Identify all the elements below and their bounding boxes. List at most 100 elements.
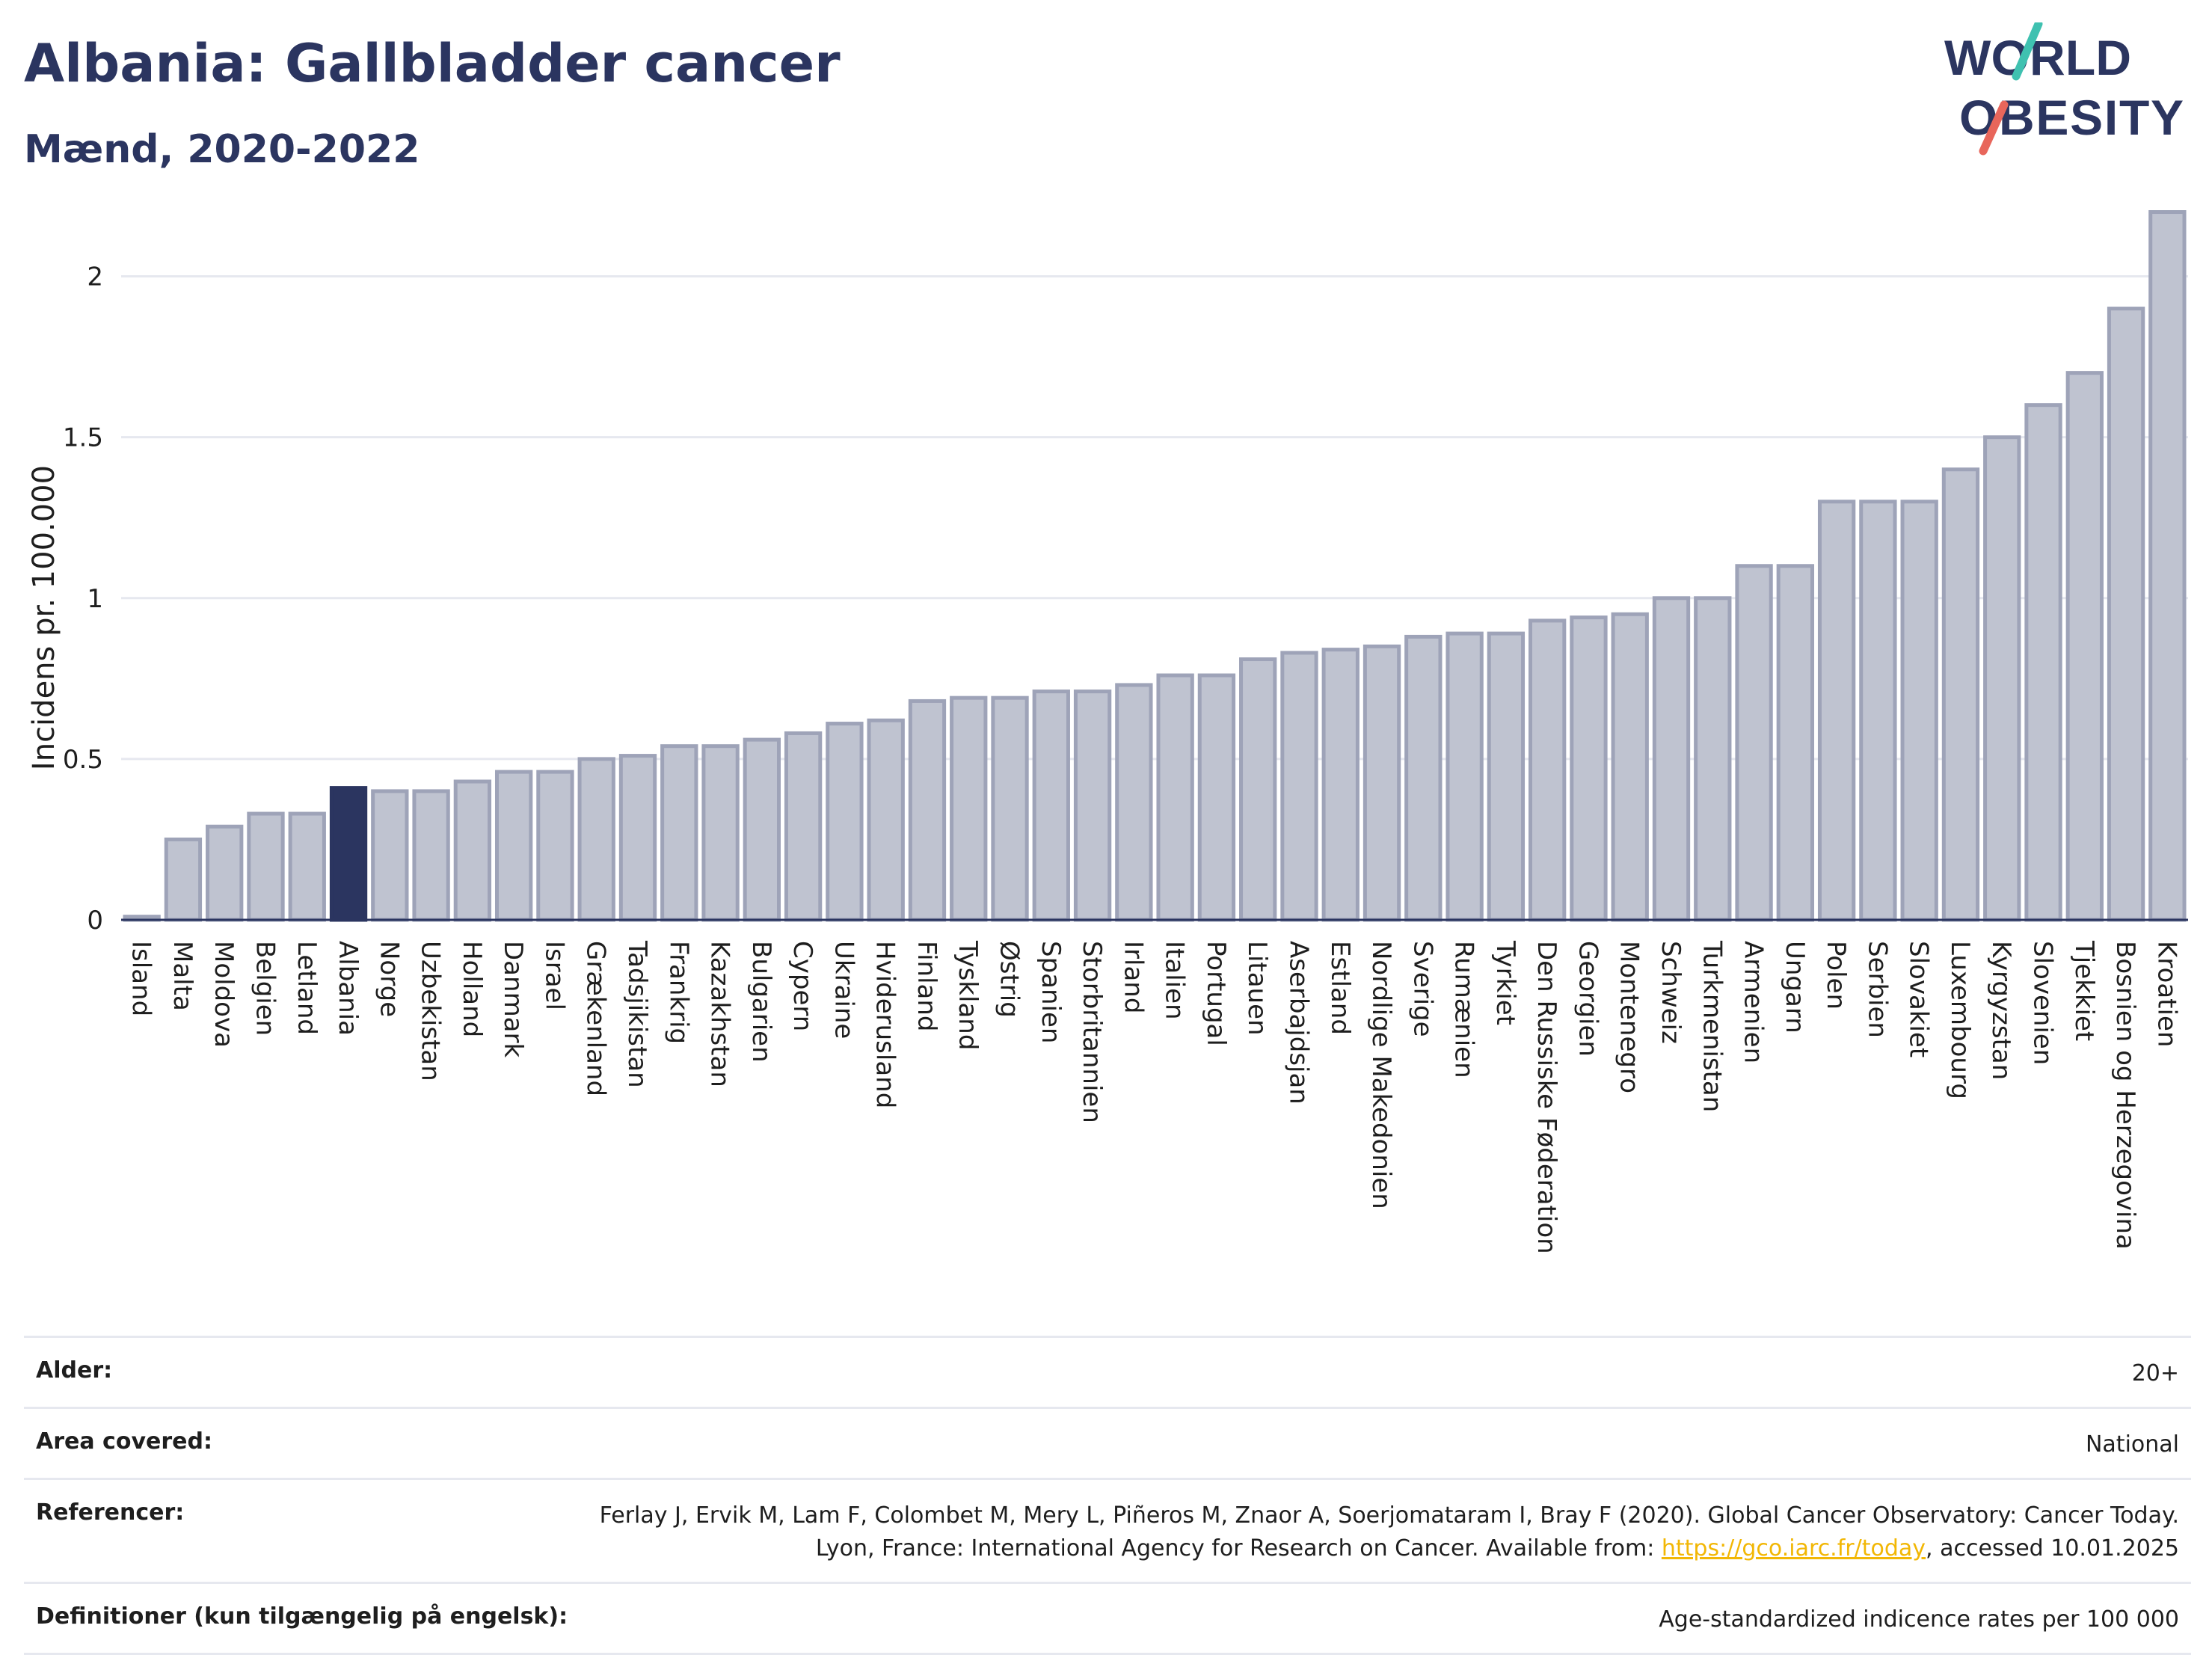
bar-ungarn: [1776, 564, 1815, 922]
logo-slash-top: [2012, 22, 2043, 81]
logo-slash-bottom: [1979, 100, 2009, 156]
x-tick-label: Nordlige Makedonien: [1366, 941, 1396, 1209]
x-tick-label: Irland: [1118, 941, 1148, 1013]
bar-bosnien-og-herzegovina: [2107, 307, 2145, 922]
meta-row-area: Area covered: National: [24, 1407, 2191, 1478]
x-tick-label: Uzbekistan: [416, 941, 446, 1081]
bar-østrig: [991, 696, 1029, 922]
bar-bulgarien: [743, 737, 781, 922]
bars: [123, 210, 2187, 922]
x-tick-label: Malta: [168, 941, 197, 1011]
x-axis-ticks: Island Malta Moldova Belgien Letland Albania N…: [126, 940, 2182, 1254]
x-tick-label: Turkmenistan: [1697, 940, 1727, 1112]
bar-nordlige-makedonien: [1362, 644, 1401, 922]
bar-rumænien: [1446, 631, 1484, 922]
x-tick-label: Portugal: [1201, 941, 1231, 1046]
bar-tjekkiet: [2065, 371, 2104, 922]
reference-accessed: , accessed 10.01.2025: [1926, 1535, 2179, 1562]
bar-storbritannien: [1073, 690, 1112, 922]
bar-moldova: [206, 824, 244, 922]
bar-cypern: [784, 731, 823, 922]
bar-holland: [453, 779, 492, 922]
meta-label-definitions: Definitioner (kun tilgængelig på engelsk…: [36, 1603, 568, 1630]
x-tick-label: Albania: [333, 941, 363, 1036]
meta-label-references: Referencer:: [36, 1499, 185, 1526]
logo-text-world: WORLD: [1944, 30, 2131, 85]
bar-grækenland: [577, 757, 615, 922]
x-tick-label: Slovakiet: [1904, 941, 1934, 1057]
x-tick-label: Kyrgyzstan: [1986, 941, 2016, 1080]
bar-israel: [536, 770, 574, 922]
bar-norge: [371, 789, 409, 922]
x-tick-label: Belgien: [250, 941, 280, 1036]
bar-luxembourg: [1941, 467, 1980, 922]
x-tick-label: Tjekkiet: [2069, 940, 2099, 1041]
bar-finland: [908, 698, 947, 922]
y-tick-label: 2: [87, 262, 103, 292]
bar-belgien: [247, 811, 285, 922]
meta-row-age: Alder: 20+: [24, 1336, 2191, 1407]
meta-value-definitions: Age-standardized indicence rates per 100…: [1659, 1606, 2179, 1633]
meta-value-area: National: [2085, 1431, 2179, 1458]
bar-ukraine: [826, 722, 864, 922]
x-tick-label: Litauen: [1242, 941, 1272, 1036]
bar-polen: [1817, 500, 1856, 922]
bar-tyskland: [950, 696, 988, 922]
y-tick-label: 1: [87, 584, 103, 614]
bar-aserbajdsjan: [1280, 651, 1318, 922]
x-tick-label: Armenien: [1739, 941, 1769, 1063]
x-tick-label: Montenegro: [1615, 941, 1644, 1093]
meta-label-age: Alder:: [36, 1357, 113, 1384]
meta-row-definitions: Definitioner (kun tilgængelig på engelsk…: [24, 1582, 2191, 1655]
x-tick-label: Den Russiske Føderation: [1531, 941, 1561, 1254]
bar-tyrkiet: [1487, 631, 1526, 922]
bar-danmark: [494, 770, 533, 922]
reference-link[interactable]: https://gco.iarc.fr/today: [1661, 1535, 1926, 1562]
x-tick-label: Slovenien: [2028, 941, 2058, 1065]
x-tick-label: Norge: [374, 941, 404, 1017]
meta-value-age: 20+: [2131, 1360, 2179, 1387]
x-tick-label: Tadsjikistan: [622, 940, 652, 1088]
bar-letland: [288, 811, 326, 922]
x-tick-label: Aserbajdsjan: [1283, 941, 1313, 1105]
bar-tadsjikistan: [618, 754, 657, 922]
bar-slovenien: [2024, 403, 2062, 922]
bar-serbien: [1859, 500, 1897, 922]
bar-irland: [1115, 683, 1153, 922]
bar-kyrgyzstan: [1983, 435, 2021, 922]
bar-kroatien: [2148, 210, 2187, 922]
reference-text: Ferlay J, Ervik M, Lam F, Colombet M, Me…: [599, 1502, 2179, 1562]
x-tick-label: Estland: [1325, 941, 1355, 1035]
x-tick-label: Bosnien og Herzegovina: [2110, 941, 2140, 1250]
x-tick-label: Bulgarien: [746, 941, 776, 1063]
bar-estland: [1321, 648, 1360, 922]
bar-den-russiske-føderation: [1528, 618, 1567, 922]
y-tick-label: 0: [87, 906, 103, 936]
x-tick-label: Storbritannien: [1077, 941, 1107, 1123]
bar-hviderusland: [867, 718, 905, 922]
chart-subtitle: Mænd, 2020-2022: [24, 127, 420, 172]
metadata-table: Alder: 20+ Area covered: National Refere…: [24, 1336, 2191, 1655]
x-tick-label: Frankrig: [663, 941, 693, 1044]
bar-frankrig: [660, 744, 698, 922]
x-tick-label: Sverige: [1407, 941, 1437, 1037]
x-tick-label: Rumænien: [1449, 941, 1479, 1078]
bar-schweiz: [1652, 596, 1691, 922]
x-tick-label: Ukraine: [829, 941, 858, 1039]
x-tick-label: Kazakhstan: [705, 941, 735, 1087]
meta-value-references: Ferlay J, Ervik M, Lam F, Colombet M, Me…: [571, 1499, 2179, 1565]
bar-litauen: [1239, 657, 1277, 922]
x-tick-label: Østrig: [995, 941, 1024, 1018]
x-tick-label: Letland: [292, 941, 322, 1035]
x-tick-label: Ungarn: [1780, 941, 1810, 1034]
x-tick-label: Tyskland: [953, 940, 983, 1050]
x-tick-label: Danmark: [498, 941, 528, 1057]
bar-montenegro: [1611, 612, 1649, 922]
x-tick-label: Polen: [1821, 941, 1851, 1010]
x-tick-label: Serbien: [1862, 941, 1892, 1038]
world-obesity-logo: WORLD OBESITY: [1944, 22, 2184, 156]
bar-slovakiet: [1900, 500, 1938, 922]
x-tick-label: Luxembourg: [1945, 941, 1975, 1099]
bar-malta: [164, 837, 203, 922]
x-tick-label: Moldova: [209, 941, 239, 1048]
